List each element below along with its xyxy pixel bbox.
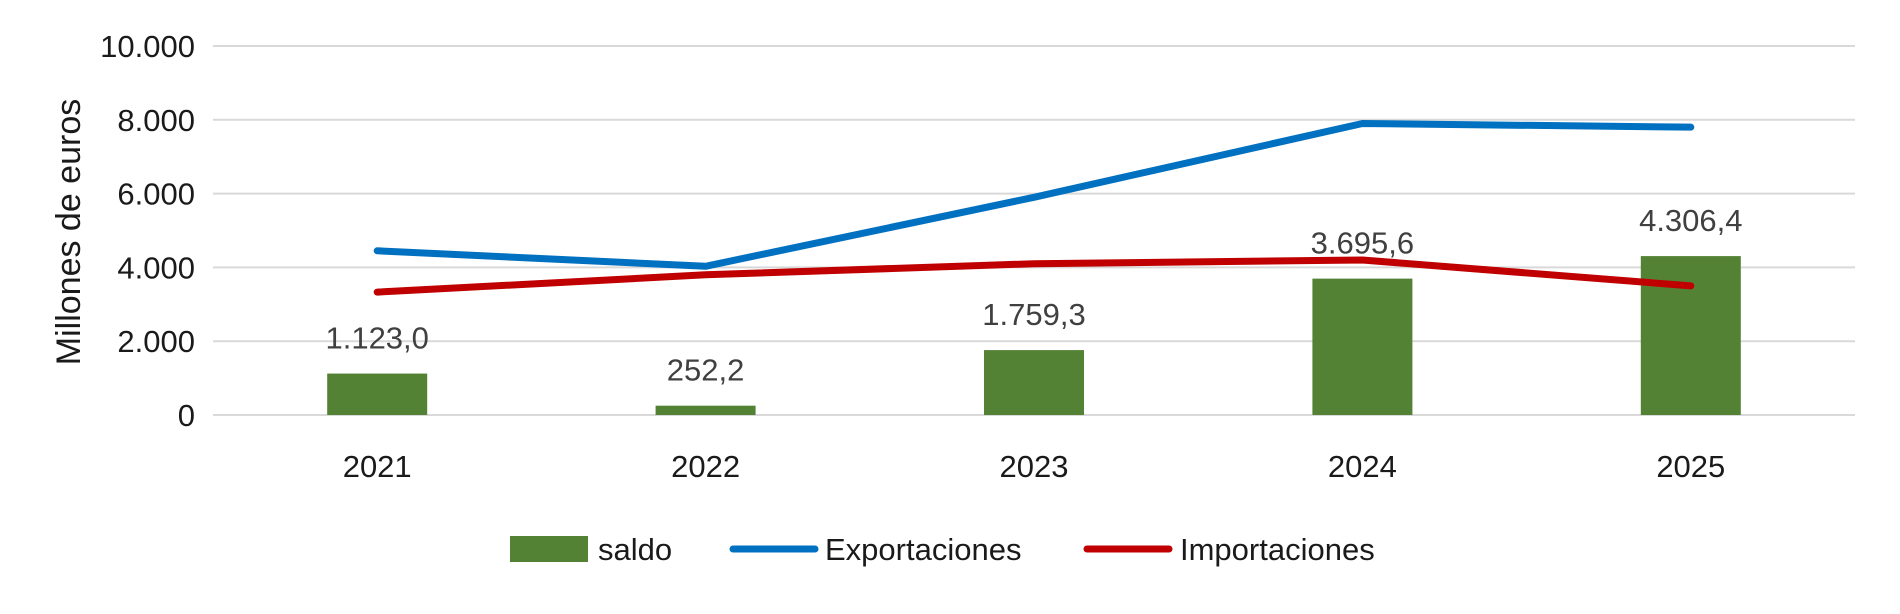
y-tick-label: 4.000 xyxy=(117,250,195,285)
saldo-bars xyxy=(327,256,1741,415)
y-tick-label: 10.000 xyxy=(100,29,195,64)
gridlines xyxy=(213,45,1855,416)
legend-label-importaciones: Importaciones xyxy=(1180,532,1375,567)
bar-data-labels: 1.123,0 252,2 1.759,3 3.695,6 4.306,4 xyxy=(325,203,1742,388)
data-label-2025: 4.306,4 xyxy=(1639,203,1742,238)
line-exportaciones xyxy=(373,119,1695,270)
data-label-2024: 3.695,6 xyxy=(1311,226,1414,261)
data-label-2021: 1.123,0 xyxy=(325,321,428,356)
bar-saldo-2024 xyxy=(1312,278,1413,415)
legend-label-exportaciones: Exportaciones xyxy=(825,532,1021,567)
x-tick-label-2021: 2021 xyxy=(343,449,412,484)
y-axis-title: Millones de euros xyxy=(50,99,88,365)
data-label-2022: 252,2 xyxy=(667,353,745,388)
bar-saldo-2023 xyxy=(984,350,1084,415)
legend-swatch-saldo xyxy=(510,536,588,562)
bar-saldo-2021 xyxy=(327,373,428,415)
y-tick-label: 8.000 xyxy=(117,103,195,138)
data-label-2023: 1.759,3 xyxy=(982,297,1085,332)
series-lines xyxy=(373,119,1695,296)
x-tick-label-2022: 2022 xyxy=(671,449,740,484)
legend-label-saldo: saldo xyxy=(598,532,672,567)
x-axis-ticks: 2021 2022 2023 2024 2025 xyxy=(343,449,1726,484)
x-tick-label-2024: 2024 xyxy=(1328,449,1397,484)
legend: saldo Exportaciones Importaciones xyxy=(510,532,1375,567)
y-tick-label: 2.000 xyxy=(117,324,195,359)
y-axis-ticks: 0 2.000 4.000 6.000 8.000 10.000 xyxy=(100,29,195,433)
bar-saldo-2022 xyxy=(655,405,756,415)
y-tick-label: 0 xyxy=(178,398,195,433)
line-importaciones xyxy=(373,256,1695,296)
x-tick-label-2025: 2025 xyxy=(1656,449,1725,484)
x-tick-label-2023: 2023 xyxy=(1000,449,1069,484)
y-tick-label: 6.000 xyxy=(117,177,195,212)
